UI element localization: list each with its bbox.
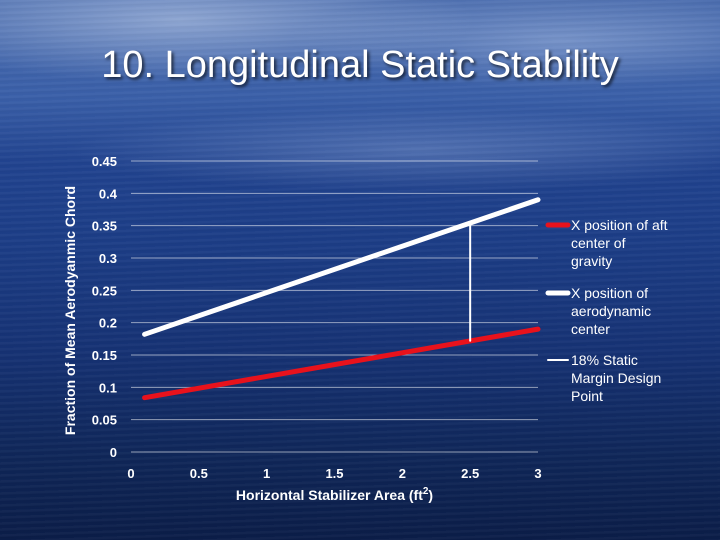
y-tick-label: 0.15 [92,348,117,363]
x-tick-label: 1.5 [325,466,343,481]
legend-label: X position of aft [571,217,668,233]
y-axis-title: Fraction of Mean Aerodyanmic Chord [62,186,78,435]
y-tick-label: 0.35 [92,219,117,234]
legend: X position of aft center of gravity X posit… [545,217,668,404]
legend-label: Point [571,388,603,404]
legend-label: 18% Static [571,352,638,368]
series-line-1 [142,326,541,401]
x-axis-title-base: Horizontal Stabilizer Area (ft [236,487,423,503]
y-tick-labels: 0 0.05 0.1 0.15 0.2 0.25 0.3 0.35 0.4 0.45 [92,154,118,460]
legend-label: center [571,321,610,337]
y-tick-label: 0.25 [92,283,117,298]
slide-title: 10. Longitudinal Static Stability [101,44,619,86]
x-tick-label: 0.5 [190,466,208,481]
legend-label: aerodynamic [571,303,651,319]
series-line-2 [142,197,541,337]
y-tick-label: 0.2 [99,316,117,331]
gridlines [131,160,538,453]
series-lines [142,197,541,401]
x-axis-title-superscript: 2 [423,486,429,497]
y-tick-label: 0.4 [99,186,118,201]
x-tick-label: 2.5 [461,466,479,481]
x-tick-label: 1 [263,466,270,481]
x-tick-labels: 0 0.5 1 1.5 2 2.5 3 [127,466,541,481]
legend-label: center of [571,235,626,251]
legend-label: X position of [571,285,648,301]
x-tick-label: 2 [399,466,406,481]
y-tick-label: 0 [110,445,117,460]
y-tick-label: 0.3 [99,251,117,266]
legend-label: Margin Design [571,370,661,386]
x-axis-title: Horizontal Stabilizer Area (ft2) [236,486,433,503]
x-tick-label: 0 [127,466,134,481]
x-tick-label: 3 [534,466,541,481]
legend-label: gravity [571,253,612,269]
y-tick-label: 0.1 [99,380,117,395]
y-tick-label: 0.05 [92,413,117,428]
x-axis-title-close: ) [428,487,433,503]
y-tick-label: 0.45 [92,154,117,169]
